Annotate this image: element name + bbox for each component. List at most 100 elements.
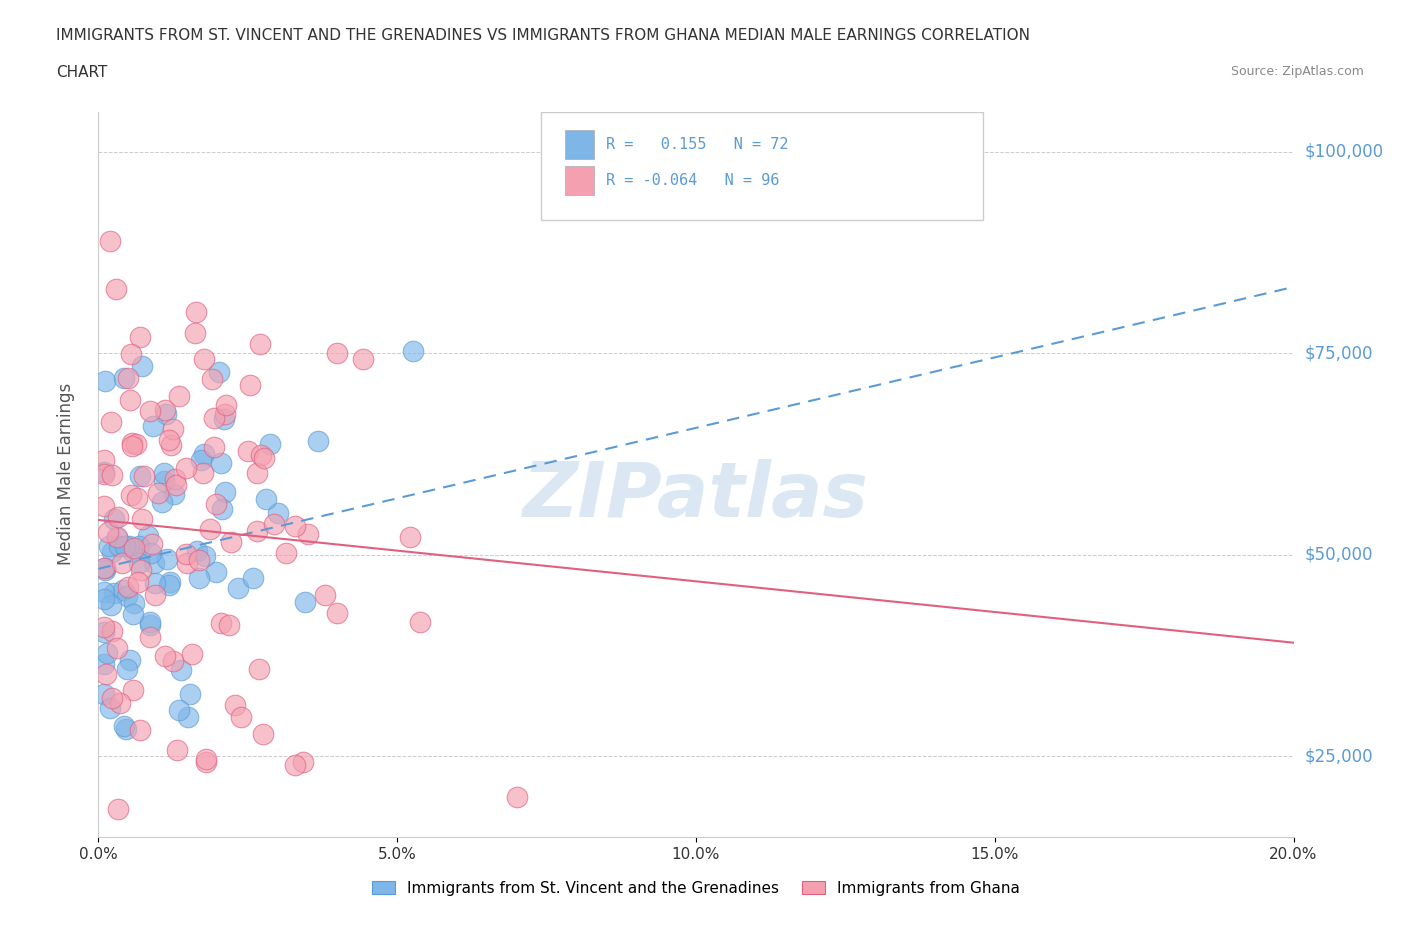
Legend: Immigrants from St. Vincent and the Grenadines, Immigrants from Ghana: Immigrants from St. Vincent and the Gren…: [366, 874, 1026, 902]
Immigrants from Ghana: [297, 526, 319, 541]
Immigrants from Ghana: [94, 666, 117, 681]
Immigrants from Ghana: [162, 653, 184, 668]
Immigrants from Ghana: [253, 450, 276, 465]
Immigrants from St. Vincent and the Grenadines: [167, 702, 190, 717]
Immigrants from Ghana: [98, 233, 122, 248]
Immigrants from Ghana: [181, 647, 204, 662]
Immigrants from Ghana: [165, 477, 187, 492]
Immigrants from Ghana: [93, 619, 115, 634]
Immigrants from Ghana: [100, 415, 122, 430]
Immigrants from Ghana: [157, 432, 180, 447]
Immigrants from St. Vincent and the Grenadines: [163, 486, 186, 501]
Immigrants from St. Vincent and the Grenadines: [112, 371, 135, 386]
Immigrants from Ghana: [138, 629, 160, 644]
Immigrants from Ghana: [93, 467, 115, 482]
Immigrants from St. Vincent and the Grenadines: [402, 344, 425, 359]
Immigrants from Ghana: [194, 752, 217, 767]
Text: R =   0.155   N = 72: R = 0.155 N = 72: [606, 137, 789, 152]
Immigrants from Ghana: [121, 438, 143, 453]
Immigrants from Ghana: [284, 518, 307, 533]
Immigrants from Ghana: [326, 605, 349, 620]
Text: CHART: CHART: [56, 65, 108, 80]
Immigrants from Ghana: [131, 512, 153, 527]
Immigrants from St. Vincent and the Grenadines: [204, 565, 226, 580]
Immigrants from St. Vincent and the Grenadines: [128, 538, 150, 553]
Immigrants from St. Vincent and the Grenadines: [254, 492, 277, 507]
Immigrants from St. Vincent and the Grenadines: [188, 571, 211, 586]
Immigrants from St. Vincent and the Grenadines: [212, 411, 235, 426]
Immigrants from St. Vincent and the Grenadines: [207, 365, 229, 379]
Immigrants from Ghana: [121, 683, 143, 698]
Immigrants from St. Vincent and the Grenadines: [143, 576, 166, 591]
Immigrants from Ghana: [101, 691, 124, 706]
Immigrants from Ghana: [132, 468, 155, 483]
Immigrants from St. Vincent and the Grenadines: [170, 662, 193, 677]
Immigrants from St. Vincent and the Grenadines: [100, 598, 122, 613]
Immigrants from Ghana: [93, 561, 115, 576]
FancyBboxPatch shape: [565, 130, 595, 159]
Immigrants from Ghana: [186, 304, 208, 319]
Immigrants from St. Vincent and the Grenadines: [131, 358, 153, 373]
Immigrants from St. Vincent and the Grenadines: [190, 453, 212, 468]
Immigrants from St. Vincent and the Grenadines: [103, 586, 125, 601]
Immigrants from St. Vincent and the Grenadines: [112, 718, 135, 733]
Immigrants from Ghana: [184, 326, 207, 340]
Immigrants from St. Vincent and the Grenadines: [93, 624, 115, 639]
Immigrants from Ghana: [209, 616, 232, 631]
Immigrants from St. Vincent and the Grenadines: [121, 544, 143, 559]
Text: R = -0.064   N = 96: R = -0.064 N = 96: [606, 173, 780, 188]
Immigrants from St. Vincent and the Grenadines: [96, 646, 118, 661]
Immigrants from St. Vincent and the Grenadines: [179, 686, 201, 701]
Immigrants from Ghana: [117, 579, 139, 594]
Immigrants from Ghana: [124, 436, 146, 451]
Immigrants from St. Vincent and the Grenadines: [93, 591, 115, 606]
Immigrants from Ghana: [143, 587, 166, 602]
Immigrants from Ghana: [120, 346, 142, 361]
Immigrants from Ghana: [105, 641, 128, 656]
Immigrants from St. Vincent and the Grenadines: [152, 466, 174, 481]
Text: IMMIGRANTS FROM ST. VINCENT AND THE GRENADINES VS IMMIGRANTS FROM GHANA MEDIAN M: IMMIGRANTS FROM ST. VINCENT AND THE GREN…: [56, 28, 1031, 43]
Text: $75,000: $75,000: [1305, 344, 1374, 363]
Immigrants from Ghana: [214, 406, 236, 421]
Immigrants from Ghana: [107, 510, 129, 525]
Immigrants from Ghana: [128, 723, 150, 737]
Immigrants from Ghana: [176, 555, 198, 570]
Immigrants from Ghana: [108, 696, 131, 711]
Immigrants from St. Vincent and the Grenadines: [114, 539, 136, 554]
Text: ZIPatlas: ZIPatlas: [523, 459, 869, 533]
Immigrants from St. Vincent and the Grenadines: [307, 433, 329, 448]
Immigrants from Ghana: [120, 487, 142, 502]
Immigrants from St. Vincent and the Grenadines: [94, 374, 117, 389]
Immigrants from St. Vincent and the Grenadines: [139, 618, 162, 633]
Immigrants from St. Vincent and the Grenadines: [108, 538, 131, 553]
Immigrants from Ghana: [93, 453, 115, 468]
Immigrants from St. Vincent and the Grenadines: [294, 595, 316, 610]
Immigrants from Ghana: [314, 587, 336, 602]
Immigrants from St. Vincent and the Grenadines: [143, 556, 166, 571]
Immigrants from St. Vincent and the Grenadines: [93, 465, 115, 480]
Immigrants from St. Vincent and the Grenadines: [93, 584, 115, 599]
Immigrants from Ghana: [166, 742, 188, 757]
Immigrants from Ghana: [246, 466, 269, 481]
Y-axis label: Median Male Earnings: Median Male Earnings: [56, 383, 75, 565]
Immigrants from St. Vincent and the Grenadines: [226, 580, 249, 595]
Immigrants from Ghana: [127, 575, 149, 590]
Immigrants from Ghana: [215, 398, 238, 413]
Immigrants from Ghana: [506, 790, 529, 804]
Immigrants from St. Vincent and the Grenadines: [115, 662, 138, 677]
Immigrants from Ghana: [276, 546, 298, 561]
Immigrants from Ghana: [202, 440, 225, 455]
Immigrants from St. Vincent and the Grenadines: [186, 544, 208, 559]
Immigrants from St. Vincent and the Grenadines: [193, 446, 215, 461]
Immigrants from St. Vincent and the Grenadines: [139, 615, 162, 630]
Text: $100,000: $100,000: [1305, 143, 1384, 161]
Immigrants from St. Vincent and the Grenadines: [211, 501, 233, 516]
Immigrants from St. Vincent and the Grenadines: [259, 437, 281, 452]
Immigrants from Ghana: [105, 282, 128, 297]
Immigrants from Ghana: [247, 661, 270, 676]
Immigrants from Ghana: [141, 537, 163, 551]
Immigrants from St. Vincent and the Grenadines: [129, 469, 152, 484]
Immigrants from Ghana: [124, 540, 146, 555]
Immigrants from Ghana: [139, 404, 162, 418]
Immigrants from Ghana: [129, 330, 152, 345]
